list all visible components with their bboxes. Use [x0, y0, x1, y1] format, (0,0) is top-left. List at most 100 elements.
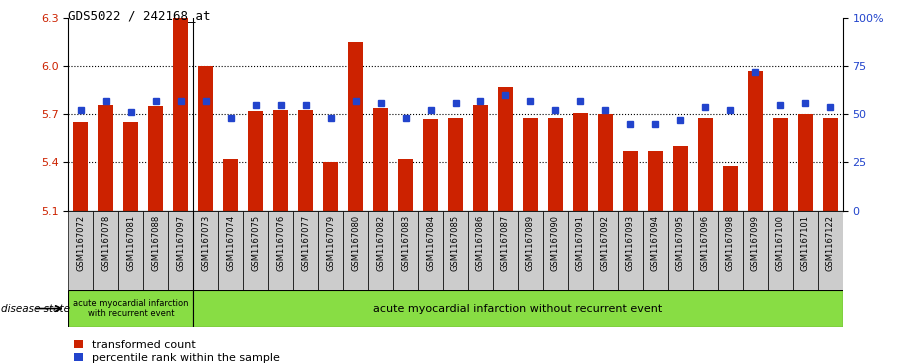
Bar — [293, 211, 318, 290]
Bar — [98, 105, 113, 211]
Bar — [443, 211, 468, 290]
Bar — [93, 211, 118, 290]
Bar — [123, 122, 138, 211]
Bar — [73, 122, 88, 211]
Text: GSM1167072: GSM1167072 — [77, 215, 86, 271]
Bar — [718, 211, 742, 290]
Bar — [219, 211, 243, 290]
Bar — [798, 114, 813, 211]
Text: acute myocardial infarction without recurrent event: acute myocardial infarction without recu… — [374, 303, 662, 314]
Bar — [68, 211, 93, 290]
Text: GSM1167075: GSM1167075 — [251, 215, 261, 271]
Bar — [823, 118, 838, 211]
Bar — [748, 71, 763, 211]
Bar — [193, 290, 843, 327]
Text: GSM1167080: GSM1167080 — [351, 215, 360, 271]
Text: GSM1167085: GSM1167085 — [451, 215, 460, 271]
Text: GSM1167101: GSM1167101 — [801, 215, 810, 270]
Text: GSM1167100: GSM1167100 — [776, 215, 784, 270]
Bar — [418, 211, 443, 290]
Bar — [393, 211, 418, 290]
Text: disease state: disease state — [1, 303, 70, 314]
Text: GSM1167074: GSM1167074 — [226, 215, 235, 271]
Bar — [268, 211, 293, 290]
Bar — [568, 211, 593, 290]
Bar — [543, 211, 568, 290]
Text: GSM1167092: GSM1167092 — [601, 215, 609, 270]
Bar — [518, 211, 543, 290]
Bar — [143, 211, 169, 290]
Bar — [298, 110, 313, 211]
Bar — [498, 87, 513, 211]
Text: GSM1167073: GSM1167073 — [201, 215, 210, 271]
Text: GSM1167081: GSM1167081 — [127, 215, 135, 271]
Bar — [199, 66, 213, 211]
Text: GSM1167086: GSM1167086 — [476, 215, 485, 271]
Bar — [448, 118, 463, 211]
Text: GSM1167077: GSM1167077 — [302, 215, 310, 271]
Text: GSM1167084: GSM1167084 — [426, 215, 435, 271]
Bar — [573, 113, 588, 211]
Bar — [118, 211, 143, 290]
Text: GSM1167096: GSM1167096 — [701, 215, 710, 271]
Bar — [742, 211, 768, 290]
Bar — [468, 211, 493, 290]
Bar — [368, 211, 393, 290]
Bar — [818, 211, 843, 290]
Text: GSM1167083: GSM1167083 — [401, 215, 410, 271]
Bar — [169, 211, 193, 290]
Bar — [773, 118, 788, 211]
Text: GSM1167078: GSM1167078 — [101, 215, 110, 271]
Text: GSM1167094: GSM1167094 — [650, 215, 660, 270]
Bar — [648, 151, 663, 211]
Bar — [593, 211, 618, 290]
Bar — [598, 114, 613, 211]
Bar — [722, 166, 738, 211]
Text: GSM1167097: GSM1167097 — [176, 215, 185, 271]
Text: acute myocardial infarction
with recurrent event: acute myocardial infarction with recurre… — [73, 299, 189, 318]
Text: GSM1167076: GSM1167076 — [276, 215, 285, 271]
Text: GSM1167093: GSM1167093 — [626, 215, 635, 271]
Bar — [623, 151, 638, 211]
Bar — [374, 108, 388, 211]
Bar — [68, 290, 193, 327]
Bar — [248, 111, 263, 211]
Bar — [523, 118, 537, 211]
Bar — [318, 211, 343, 290]
Bar — [323, 162, 338, 211]
Legend: transformed count, percentile rank within the sample: transformed count, percentile rank withi… — [74, 339, 280, 363]
Text: GSM1167079: GSM1167079 — [326, 215, 335, 271]
Text: GSM1167090: GSM1167090 — [551, 215, 560, 270]
Text: GDS5022 / 242168_at: GDS5022 / 242168_at — [68, 9, 210, 22]
Bar — [668, 211, 692, 290]
Text: GSM1167087: GSM1167087 — [501, 215, 510, 271]
Bar — [493, 211, 518, 290]
Text: GSM1167088: GSM1167088 — [151, 215, 160, 271]
Bar — [223, 159, 238, 211]
Bar — [343, 211, 368, 290]
Bar — [768, 211, 793, 290]
Text: GSM1167099: GSM1167099 — [751, 215, 760, 270]
Bar — [793, 211, 818, 290]
Bar — [243, 211, 268, 290]
Bar — [698, 118, 712, 211]
Bar — [548, 118, 563, 211]
Bar — [398, 159, 413, 211]
Text: GSM1167095: GSM1167095 — [676, 215, 685, 270]
Bar — [473, 105, 488, 211]
Bar — [643, 211, 668, 290]
Bar — [673, 146, 688, 211]
Text: GSM1167082: GSM1167082 — [376, 215, 385, 271]
Text: GSM1167089: GSM1167089 — [526, 215, 535, 271]
Bar — [423, 119, 438, 211]
Bar — [618, 211, 643, 290]
Text: GSM1167122: GSM1167122 — [825, 215, 834, 270]
Bar — [193, 211, 219, 290]
Text: GSM1167098: GSM1167098 — [726, 215, 735, 271]
Bar — [148, 106, 163, 211]
Text: GSM1167091: GSM1167091 — [576, 215, 585, 270]
Bar — [692, 211, 718, 290]
Bar — [348, 42, 363, 211]
Bar — [273, 110, 288, 211]
Bar — [173, 18, 189, 211]
